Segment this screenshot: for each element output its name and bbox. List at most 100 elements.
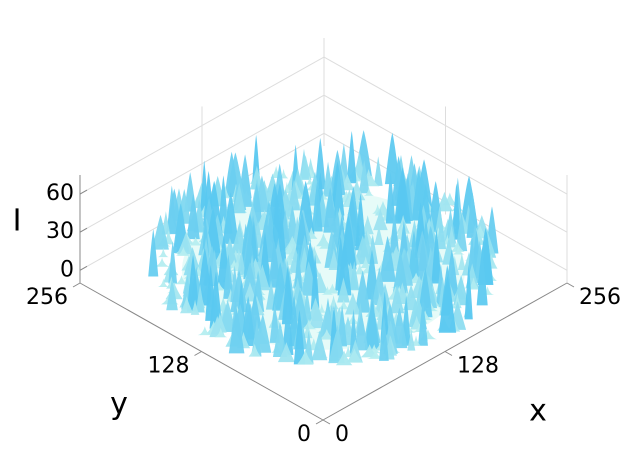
surface-peak bbox=[354, 312, 369, 351]
surface-peak bbox=[379, 235, 396, 282]
surface-peak bbox=[222, 192, 239, 244]
surface-peak bbox=[148, 229, 159, 277]
z-tick bbox=[79, 265, 88, 271]
surface-peak bbox=[216, 243, 225, 253]
surface-peak bbox=[311, 330, 328, 361]
surface-peak bbox=[435, 220, 447, 250]
surface-peak bbox=[174, 275, 189, 285]
surface-peak bbox=[407, 329, 416, 351]
surface-peak bbox=[374, 224, 384, 246]
surface-peak bbox=[296, 349, 314, 365]
surface-peak bbox=[323, 306, 337, 316]
surface-peak bbox=[438, 276, 457, 333]
surface-peak bbox=[343, 345, 353, 358]
surface-peak bbox=[301, 319, 317, 330]
surface-peak bbox=[277, 342, 295, 363]
surface-peak bbox=[308, 305, 326, 329]
surface-peak bbox=[311, 181, 323, 232]
surface-peak bbox=[364, 301, 380, 350]
surface-peak bbox=[287, 179, 301, 211]
surface-peak bbox=[248, 343, 261, 357]
surface-peak bbox=[354, 270, 371, 313]
grid-line bbox=[323, 56, 568, 195]
grid-line bbox=[79, 94, 325, 233]
surface-peak bbox=[321, 286, 334, 295]
surface-peak bbox=[337, 299, 350, 310]
surface-peak bbox=[373, 208, 388, 231]
surface-peak bbox=[218, 175, 229, 227]
surface-peak bbox=[282, 302, 294, 355]
surface-peak bbox=[310, 254, 320, 310]
surface-peak bbox=[302, 168, 319, 179]
surface-peak bbox=[366, 344, 382, 354]
surface-peak bbox=[467, 277, 480, 290]
surface-peak bbox=[152, 214, 169, 250]
surface-peak bbox=[209, 271, 223, 329]
surface-peak bbox=[389, 212, 400, 259]
surface-peak bbox=[210, 249, 220, 287]
x-tick-label: 0 bbox=[335, 422, 349, 447]
surface-peak bbox=[282, 181, 292, 193]
surface-peak bbox=[366, 349, 385, 359]
surface-peak bbox=[186, 254, 200, 312]
surface-peak bbox=[411, 169, 426, 221]
surface-peak bbox=[345, 348, 364, 363]
surface-peak bbox=[328, 330, 345, 364]
y-tick-label: 256 bbox=[26, 285, 68, 310]
surface-peak bbox=[229, 305, 245, 315]
surface-peak bbox=[168, 241, 178, 284]
surface-peak bbox=[457, 252, 466, 271]
x-axis-label: x bbox=[529, 394, 547, 429]
surface-peak bbox=[417, 237, 429, 281]
surface-peak bbox=[417, 267, 433, 318]
surface-peak bbox=[455, 212, 468, 252]
y-tick bbox=[194, 351, 202, 356]
surface-peak bbox=[392, 251, 409, 294]
y-tick bbox=[72, 282, 81, 288]
surface-peak bbox=[372, 204, 384, 214]
surface-peak bbox=[333, 171, 345, 222]
surface-peak bbox=[243, 282, 257, 302]
surface-peak bbox=[355, 193, 367, 251]
surface-peak bbox=[373, 156, 383, 186]
surface-peak bbox=[358, 160, 370, 194]
y-axis-label: y bbox=[110, 387, 128, 422]
surface-peak bbox=[272, 321, 288, 357]
surface-peak bbox=[464, 264, 473, 320]
surface-peak bbox=[223, 254, 234, 299]
surface-peak bbox=[158, 247, 169, 258]
surface-peak bbox=[379, 316, 389, 361]
surface-peak bbox=[476, 253, 488, 306]
surface-peak bbox=[353, 235, 372, 265]
surface-peak bbox=[467, 234, 477, 279]
surface-peak bbox=[394, 167, 411, 224]
surface-peak bbox=[435, 191, 453, 212]
surface-peak bbox=[431, 229, 442, 284]
surface-peak bbox=[335, 350, 353, 366]
surface-peak bbox=[361, 215, 374, 235]
surface-peak bbox=[349, 260, 360, 291]
surface-peak bbox=[195, 284, 205, 313]
surface-peak bbox=[367, 234, 379, 264]
surface-peak bbox=[154, 257, 171, 267]
surface-peak bbox=[305, 175, 315, 185]
surface-peak bbox=[237, 249, 246, 276]
surface-peak bbox=[391, 307, 408, 349]
surface-peak bbox=[293, 309, 306, 365]
surface-peak bbox=[230, 270, 248, 313]
surface bbox=[148, 130, 499, 366]
z-tick bbox=[79, 189, 88, 195]
x-tick bbox=[322, 419, 331, 425]
surface-peak bbox=[166, 278, 178, 311]
surface-peak bbox=[187, 236, 204, 246]
surface-peak bbox=[177, 232, 195, 255]
surface-peak bbox=[186, 194, 200, 240]
grid-line bbox=[79, 56, 325, 195]
surface-peak bbox=[190, 299, 200, 315]
z-tick-label: 0 bbox=[60, 257, 74, 282]
surface-peak bbox=[281, 267, 294, 325]
surface-peak bbox=[417, 310, 433, 321]
x-tick-label: 256 bbox=[579, 285, 621, 310]
x-tick bbox=[566, 282, 575, 288]
